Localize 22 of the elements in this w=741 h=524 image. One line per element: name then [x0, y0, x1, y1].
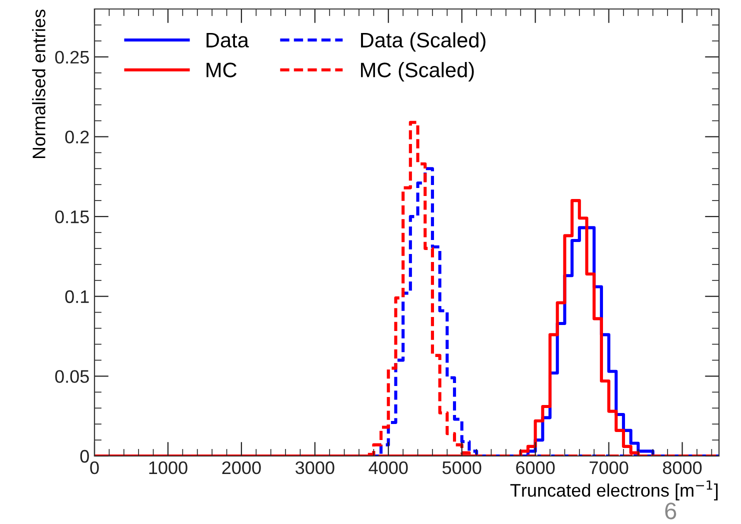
text: 6: [665, 502, 676, 520]
x-tick-label: 5000: [442, 461, 482, 474]
x-tick-label: 1000: [149, 461, 188, 474]
y-tick-label: 0.25: [55, 50, 89, 64]
legend-label: Data: [206, 32, 249, 48]
y-tick-label: 0.15: [55, 210, 89, 224]
x-tick-label: 2000: [222, 461, 261, 474]
x-tick-label: 3000: [296, 461, 334, 474]
y-tick-label: 0.05: [55, 370, 89, 383]
x-tick-label: 4000: [368, 461, 408, 474]
x-tick-label: 7000: [590, 461, 628, 474]
y-tick-label: 0.1: [65, 290, 89, 304]
y-tick-label: 0.2: [65, 130, 89, 144]
y-tick-label: 0: [80, 450, 89, 463]
y-axis-title: Normalised entries: [32, 10, 46, 158]
x-tick-label: 6000: [516, 461, 555, 474]
legend-label: MC: [206, 62, 237, 78]
x-tick-label: 0: [90, 461, 99, 474]
legend-label: MC (Scaled): [361, 62, 474, 82]
x-axis-title: Truncated electrons [m$^{−1}$]: [510, 480, 718, 500]
x-tick-label: 8000: [662, 461, 702, 474]
legend-label: Data (Scaled): [361, 32, 486, 52]
